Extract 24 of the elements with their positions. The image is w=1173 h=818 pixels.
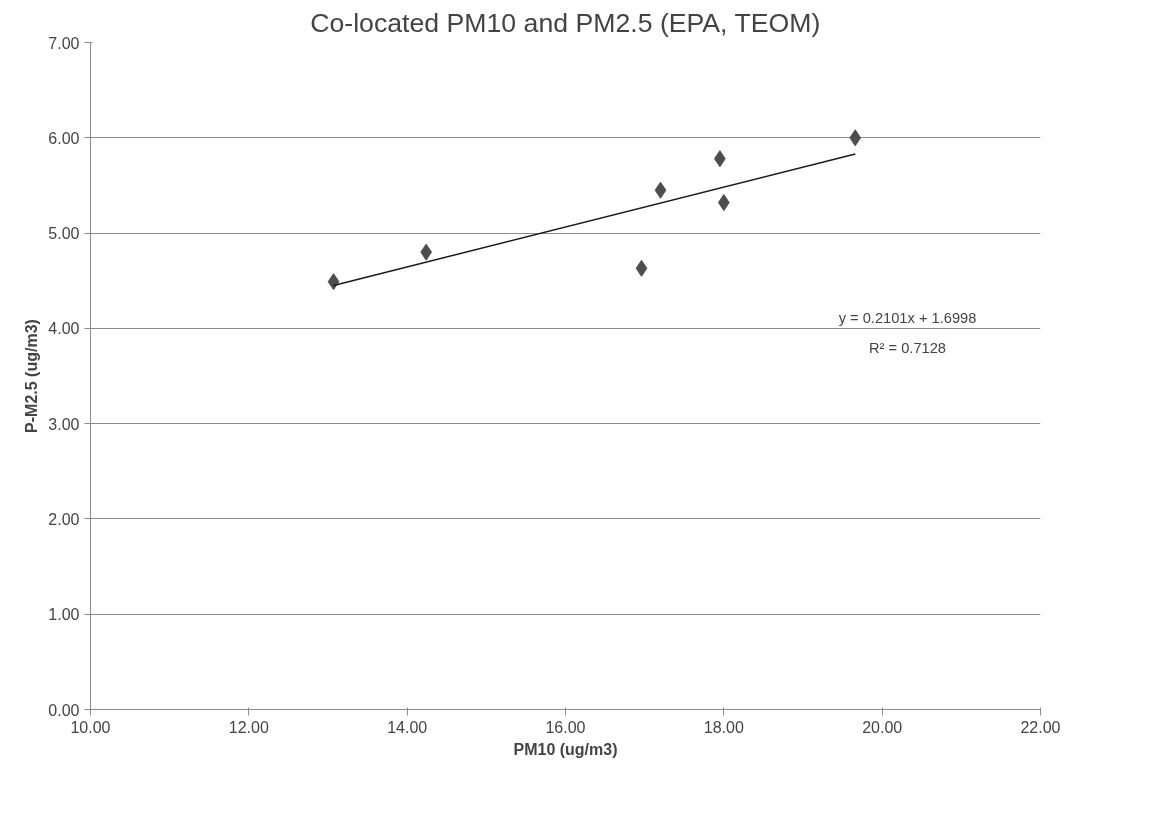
y-tick-label: 7.00: [48, 34, 80, 52]
chart-title: Co-located PM10 and PM2.5 (EPA, TEOM): [310, 7, 821, 38]
point: [654, 181, 667, 199]
x-tick-label: 18.00: [703, 718, 744, 736]
x-tick-label: 20.00: [862, 718, 903, 736]
y-tick-label: 6.00: [48, 129, 80, 147]
x-tick-label: 10.00: [70, 718, 111, 736]
y-tick-label: 2.00: [48, 510, 80, 528]
y-tick-label: 1.00: [48, 606, 80, 624]
y-tick-label: 4.00: [48, 320, 80, 338]
point: [327, 273, 340, 291]
point: [635, 259, 648, 277]
x-tick-label: 12.00: [228, 718, 269, 736]
x-tick-label: 14.00: [387, 718, 428, 736]
x-tick-label: 22.00: [1020, 718, 1061, 736]
y-tick-label: 5.00: [48, 225, 80, 243]
y-tick-label: 3.00: [48, 415, 80, 433]
x-tick-label: 16.00: [545, 718, 586, 736]
y-axis-title: P-M2.5 (ug/m3): [23, 319, 41, 433]
x-axis-title: PM10 (ug/m3): [513, 740, 618, 758]
annotation: R² = 0.7128: [869, 339, 946, 356]
point: [849, 129, 862, 147]
y-tick-label: 0.00: [48, 701, 80, 719]
annotation: y = 0.2101x + 1.6998: [838, 309, 977, 326]
